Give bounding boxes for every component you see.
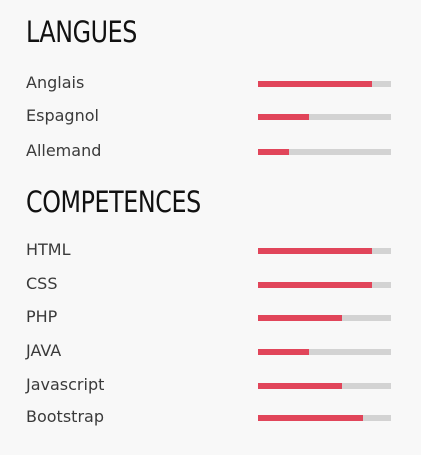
- skill-level-bar: [258, 315, 391, 321]
- skill-level-bar: [258, 415, 391, 421]
- skill-level-bar: [258, 383, 391, 389]
- skill-label: PHP: [26, 307, 58, 326]
- skill-label: JAVA: [26, 341, 62, 360]
- skill-row-java: JAVA: [26, 340, 392, 362]
- language-row-anglais: Anglais: [26, 72, 392, 94]
- skill-level-fill: [258, 415, 364, 421]
- skill-level-fill: [258, 349, 309, 355]
- skill-level-fill: [258, 248, 373, 254]
- language-label: Anglais: [26, 73, 85, 92]
- skill-level-bar: [258, 282, 391, 288]
- language-level-bar: [258, 149, 391, 155]
- language-level-fill: [258, 81, 373, 87]
- skill-label: Bootstrap: [26, 407, 104, 426]
- skills-heading: COMPETENCES: [26, 185, 201, 219]
- skill-row-css: CSS: [26, 273, 392, 295]
- language-row-allemand: Allemand: [26, 140, 392, 162]
- skill-row-bootstrap: Bootstrap: [26, 406, 392, 428]
- skill-label: HTML: [26, 240, 71, 259]
- skill-row-php: PHP: [26, 306, 392, 328]
- language-level-fill: [258, 114, 309, 120]
- language-label: Allemand: [26, 141, 102, 160]
- language-label: Espagnol: [26, 106, 99, 125]
- language-level-fill: [258, 149, 289, 155]
- skill-level-bar: [258, 248, 391, 254]
- language-level-bar: [258, 114, 391, 120]
- skill-level-bar: [258, 349, 391, 355]
- skill-label: Javascript: [26, 375, 105, 394]
- skill-level-fill: [258, 282, 373, 288]
- skill-row-javascript: Javascript: [26, 374, 392, 396]
- language-level-bar: [258, 81, 391, 87]
- skill-row-html: HTML: [26, 239, 392, 261]
- language-row-espagnol: Espagnol: [26, 105, 392, 127]
- skill-level-fill: [258, 315, 342, 321]
- languages-heading: LANGUES: [26, 15, 137, 49]
- skill-label: CSS: [26, 274, 58, 293]
- skill-level-fill: [258, 383, 342, 389]
